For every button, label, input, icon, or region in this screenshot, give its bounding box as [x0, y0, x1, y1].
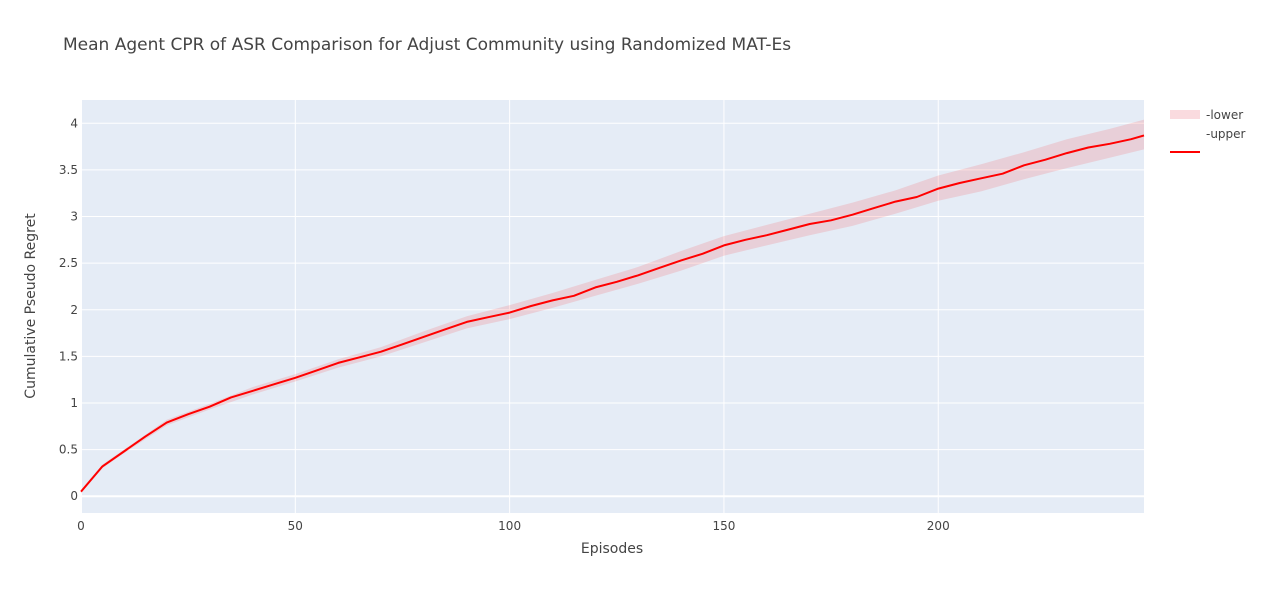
- legend-item-lower[interactable]: -lower: [1170, 108, 1243, 122]
- x-tick-label-1: 50: [288, 519, 303, 533]
- y-tick-label-3: 1.5: [59, 349, 78, 363]
- chart-title: Mean Agent CPR of ASR Comparison for Adj…: [63, 35, 791, 55]
- band-area: [81, 119, 1144, 494]
- y-tick-label-0: 0: [70, 489, 78, 503]
- y-tick-labels: 0 0.5 1 1.5 2 2.5 3 3.5 4: [59, 116, 78, 503]
- y-tick-label-4: 2: [70, 303, 78, 317]
- x-tick-labels: 0 50 100 150 200: [77, 519, 950, 533]
- x-tick-label-2: 100: [498, 519, 521, 533]
- x-axis-title: Episodes: [581, 541, 643, 557]
- x-tick-label-3: 150: [712, 519, 735, 533]
- legend[interactable]: -lower -upper: [1170, 108, 1246, 153]
- y-tick-label-2: 1: [70, 396, 78, 410]
- y-tick-label-5: 2.5: [59, 256, 78, 270]
- legend-label-lower: -lower: [1206, 108, 1243, 122]
- x-tick-label-4: 200: [927, 519, 950, 533]
- confidence-band: [81, 119, 1144, 494]
- legend-label-upper: -upper: [1206, 127, 1246, 141]
- plot-background: [81, 100, 1144, 513]
- mean-line: [80, 134, 1145, 493]
- y-tick-label-6: 3: [70, 210, 78, 224]
- y-axis-title: Cumulative Pseudo Regret: [23, 213, 39, 399]
- legend-item-upper[interactable]: -upper: [1206, 127, 1246, 141]
- y-tick-label-8: 4: [70, 116, 78, 130]
- legend-swatch-lower: [1170, 110, 1200, 119]
- series-lines: [80, 134, 1145, 493]
- y-tick-label-7: 3.5: [59, 163, 78, 177]
- y-tick-label-1: 0.5: [59, 443, 78, 457]
- x-tick-label-0: 0: [77, 519, 85, 533]
- grid: [80, 100, 1144, 513]
